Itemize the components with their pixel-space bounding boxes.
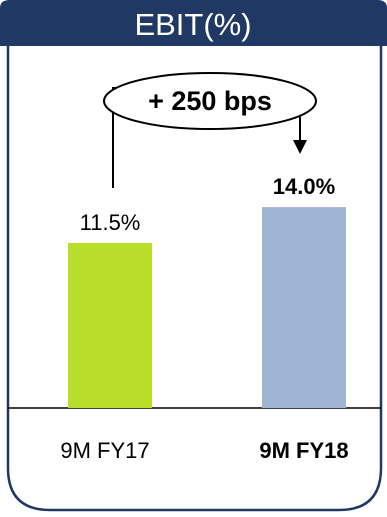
value-label-9m-fy18: 14.0% — [273, 174, 335, 199]
value-label-9m-fy17: 11.5% — [80, 210, 141, 235]
bar-9m-fy17 — [68, 243, 152, 408]
category-label-9m-fy18: 9M FY18 — [259, 438, 348, 463]
bar-9m-fy18 — [262, 207, 346, 408]
category-label-9m-fy17: 9M FY17 — [60, 438, 149, 463]
change-annotation: + 250 bps — [148, 86, 272, 116]
chart-title: EBIT(%) — [134, 7, 251, 42]
panel-frame — [6, 40, 383, 512]
header-bar — [0, 0, 387, 46]
change-arrowhead — [293, 140, 307, 154]
change-bubble — [103, 72, 317, 130]
